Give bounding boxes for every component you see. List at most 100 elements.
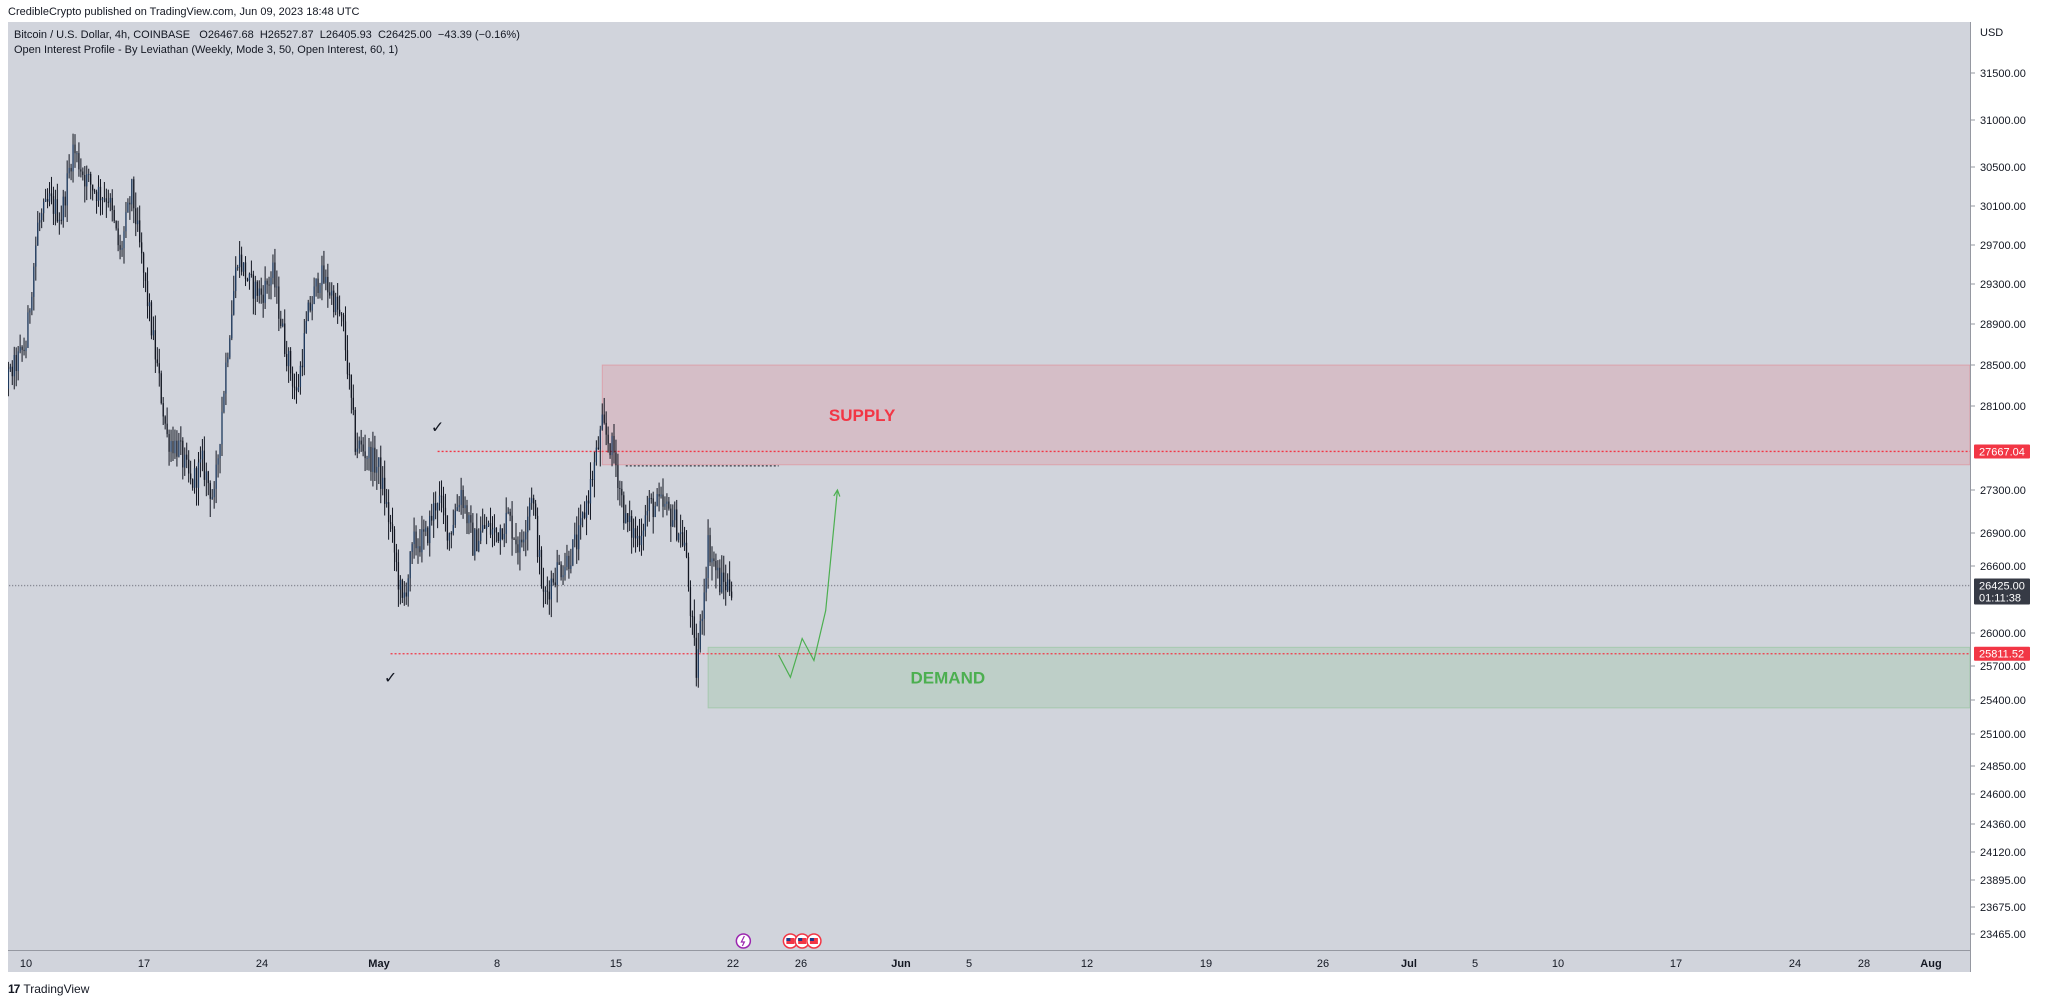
- price-tick-label: 26000.00: [1980, 628, 2026, 640]
- candle-body: [286, 354, 288, 367]
- legend: Bitcoin / U.S. Dollar, 4h, COINBASE O264…: [14, 28, 520, 58]
- price-highlight-sublabel: 01:11:38: [1979, 593, 2021, 605]
- candle-body: [436, 503, 439, 511]
- candle-body: [368, 446, 370, 458]
- candle-body: [562, 575, 564, 578]
- candle-body: [170, 441, 172, 452]
- candle-body: [15, 354, 17, 372]
- candle-body: [707, 535, 709, 579]
- candle-body: [433, 503, 435, 521]
- high-label: H: [259, 29, 268, 41]
- candle-body: [35, 245, 37, 267]
- candle-body: [440, 495, 443, 497]
- candle-body: [154, 330, 157, 360]
- candle-body: [705, 578, 707, 593]
- time-tick-label: 22: [727, 958, 739, 970]
- candle-body: [576, 534, 578, 550]
- candle-body: [258, 288, 260, 296]
- price-axis[interactable]: [1970, 22, 2048, 972]
- candle-body: [482, 524, 484, 531]
- candle-body: [413, 531, 415, 545]
- candle-body: [713, 558, 715, 562]
- candle-body: [88, 174, 90, 176]
- candle-body: [336, 296, 339, 310]
- time-tick-label: 19: [1200, 958, 1212, 970]
- candle-body: [409, 552, 411, 579]
- candle-body: [166, 423, 168, 435]
- zone-supply[interactable]: [601, 364, 1970, 466]
- candle-body: [91, 184, 94, 191]
- candle-body: [297, 386, 300, 391]
- candle-body: [621, 488, 623, 496]
- symbol-name[interactable]: Bitcoin / U.S. Dollar, 4h, COINBASE: [14, 29, 191, 41]
- zone-demand[interactable]: [707, 646, 1970, 709]
- candle-body: [107, 201, 109, 203]
- candle-body: [25, 347, 27, 352]
- candle-body: [127, 202, 129, 213]
- tradingview-brand[interactable]: 17 TradingView: [8, 982, 89, 996]
- candle-body: [287, 350, 290, 367]
- candle-body: [458, 504, 460, 508]
- candle-body: [417, 546, 419, 549]
- candle-body: [411, 544, 413, 553]
- candle-body: [105, 198, 108, 202]
- candle-body: [33, 266, 35, 297]
- candle-body: [676, 509, 678, 540]
- candle-body: [503, 533, 505, 540]
- candle-body: [709, 535, 711, 563]
- candle-body: [207, 471, 209, 484]
- candle-body: [728, 579, 731, 592]
- candle-body: [529, 502, 531, 517]
- currency-label: USD: [1980, 27, 2003, 39]
- price-tick-label: 29700.00: [1980, 240, 2026, 252]
- candle-body: [538, 549, 541, 558]
- candle-body: [215, 464, 217, 489]
- candle-body: [581, 512, 584, 519]
- candle-body: [425, 527, 427, 532]
- candle-body: [370, 446, 372, 472]
- candle-body: [11, 366, 13, 377]
- price-tick-label: 30100.00: [1980, 201, 2026, 213]
- candle-body: [629, 516, 631, 523]
- candle-body: [552, 578, 554, 583]
- candle-body: [301, 365, 304, 368]
- candle-body: [41, 213, 43, 221]
- candle-body: [188, 459, 190, 474]
- candle-body: [274, 262, 276, 288]
- candle-body: [403, 592, 405, 598]
- candle-body: [523, 539, 525, 543]
- candle-body: [397, 562, 400, 590]
- candle-body: [68, 167, 70, 174]
- candle-body: [427, 527, 429, 544]
- candle-body: [305, 321, 307, 334]
- candle-body: [229, 338, 231, 358]
- time-axis[interactable]: [8, 950, 1970, 973]
- publish-info: CredibleCrypto published on TradingView.…: [8, 6, 360, 18]
- price-highlight-label: 25811.52: [1979, 649, 2024, 661]
- time-tick-label: 8: [494, 958, 500, 970]
- time-tick-label: May: [368, 958, 390, 970]
- candle-body: [193, 468, 196, 488]
- candle-body: [495, 527, 498, 533]
- candle-body: [176, 440, 178, 457]
- candle-body: [156, 359, 158, 364]
- candle-body: [219, 444, 221, 459]
- chart-canvas[interactable]: SUPPLY DEMAND ✓ ✓ 31500.00 31000.00 30500.00…: [0, 0, 2048, 972]
- candle-body: [325, 276, 327, 283]
- candle-body: [62, 196, 64, 221]
- indicator-row[interactable]: Open Interest Profile - By Leviathan (We…: [14, 44, 399, 56]
- candle-body: [162, 403, 164, 417]
- candle-body: [142, 253, 145, 273]
- price-tick-label: 24600.00: [1980, 789, 2026, 801]
- chart-panel[interactable]: [8, 22, 1970, 972]
- candle-body: [593, 462, 596, 480]
- lightning-bolt-icon: [740, 935, 746, 947]
- projection-path[interactable]: [778, 489, 839, 679]
- candle-body: [462, 489, 464, 509]
- candle-body: [164, 416, 166, 424]
- lightning-icon[interactable]: [735, 933, 752, 949]
- time-tick-label: Jun: [891, 958, 911, 970]
- candle-body: [119, 245, 121, 250]
- candle-body: [335, 296, 337, 313]
- candle-body: [703, 592, 705, 619]
